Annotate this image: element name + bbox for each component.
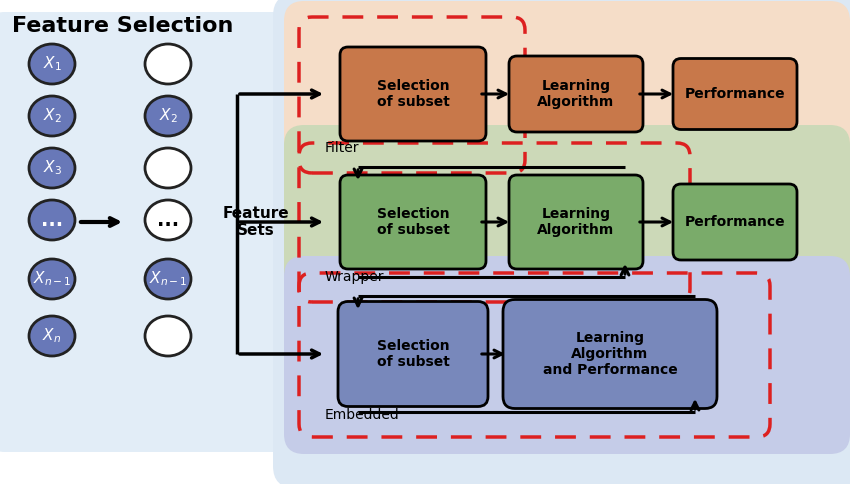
Ellipse shape xyxy=(145,316,191,356)
Text: $X_{n-1}$: $X_{n-1}$ xyxy=(32,270,71,288)
Text: $X_n$: $X_n$ xyxy=(42,327,61,346)
FancyBboxPatch shape xyxy=(340,47,486,141)
FancyBboxPatch shape xyxy=(509,56,643,132)
Text: Feature
Sets: Feature Sets xyxy=(223,206,289,238)
FancyBboxPatch shape xyxy=(673,59,797,130)
Ellipse shape xyxy=(29,259,75,299)
FancyBboxPatch shape xyxy=(338,302,488,407)
Text: Learning
Algorithm
and Performance: Learning Algorithm and Performance xyxy=(542,331,677,377)
Ellipse shape xyxy=(145,148,191,188)
Text: Wrapper: Wrapper xyxy=(325,270,384,284)
Text: Performance: Performance xyxy=(685,87,785,101)
Text: Filter: Filter xyxy=(325,141,360,155)
Ellipse shape xyxy=(29,148,75,188)
Text: Learning
Algorithm: Learning Algorithm xyxy=(537,79,615,109)
FancyBboxPatch shape xyxy=(509,175,643,269)
FancyBboxPatch shape xyxy=(503,300,717,408)
Text: Selection
of subset: Selection of subset xyxy=(377,339,450,369)
Ellipse shape xyxy=(29,316,75,356)
FancyBboxPatch shape xyxy=(0,12,295,452)
FancyBboxPatch shape xyxy=(284,256,850,454)
Ellipse shape xyxy=(145,200,191,240)
Ellipse shape xyxy=(29,200,75,240)
FancyBboxPatch shape xyxy=(284,125,850,320)
Text: ...: ... xyxy=(41,211,63,229)
Text: Selection
of subset: Selection of subset xyxy=(377,207,450,237)
Text: Embedded: Embedded xyxy=(325,408,399,422)
Text: $X_{n-1}$: $X_{n-1}$ xyxy=(149,270,187,288)
Ellipse shape xyxy=(145,259,191,299)
Text: Selection
of subset: Selection of subset xyxy=(377,79,450,109)
Text: $X_1$: $X_1$ xyxy=(42,55,61,74)
FancyBboxPatch shape xyxy=(284,1,850,189)
Text: $X_2$: $X_2$ xyxy=(159,106,178,125)
Text: ...: ... xyxy=(157,211,179,229)
Text: $X_2$: $X_2$ xyxy=(42,106,61,125)
Ellipse shape xyxy=(145,44,191,84)
FancyBboxPatch shape xyxy=(340,175,486,269)
Text: Performance: Performance xyxy=(685,215,785,229)
Ellipse shape xyxy=(29,96,75,136)
FancyBboxPatch shape xyxy=(273,0,850,484)
Ellipse shape xyxy=(29,44,75,84)
Text: Learning
Algorithm: Learning Algorithm xyxy=(537,207,615,237)
FancyBboxPatch shape xyxy=(673,184,797,260)
Ellipse shape xyxy=(145,96,191,136)
Text: $X_3$: $X_3$ xyxy=(42,159,61,177)
Text: Feature Selection: Feature Selection xyxy=(12,16,234,36)
